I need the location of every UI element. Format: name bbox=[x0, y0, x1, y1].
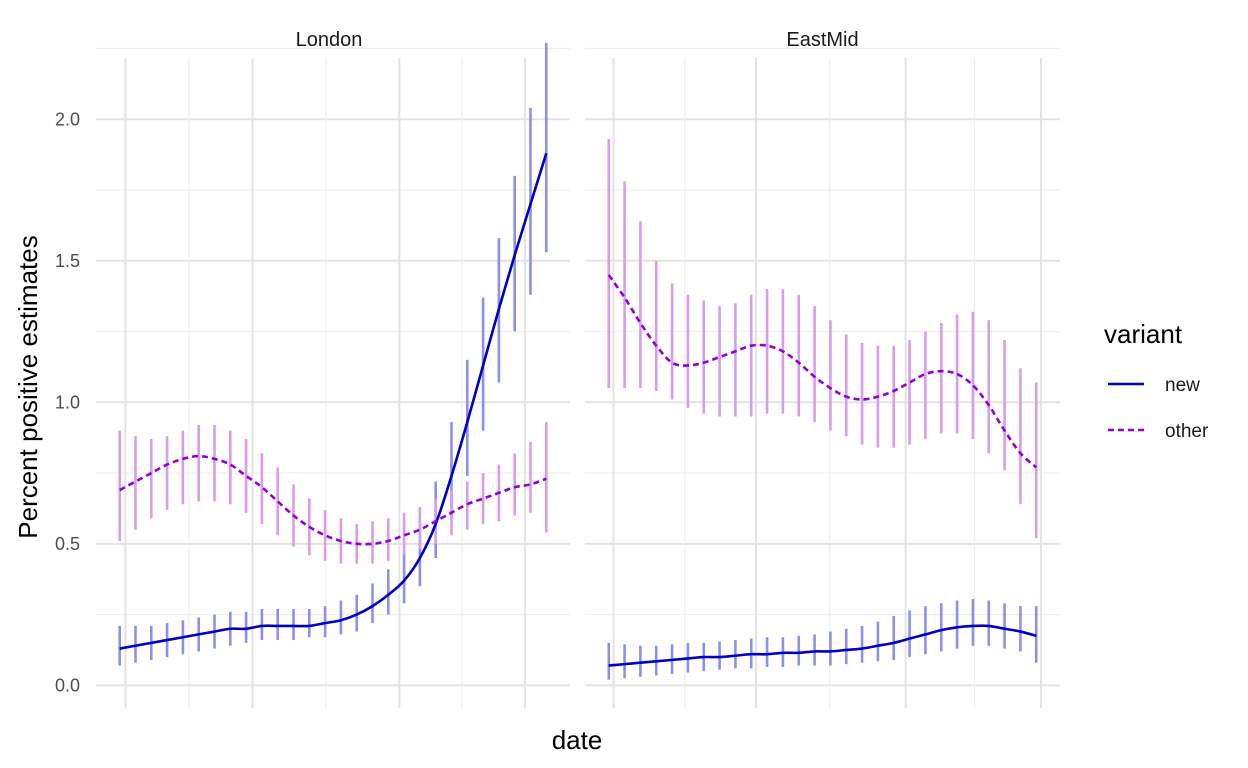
legend-title: variant bbox=[1104, 319, 1183, 349]
series-line-new-london bbox=[119, 152, 548, 650]
series-line-other-eastmid bbox=[607, 274, 1038, 469]
facet-label-london: London bbox=[296, 29, 363, 51]
y-tick-label: 0.5 bbox=[55, 534, 80, 554]
y-tick-label: 2.0 bbox=[55, 109, 80, 129]
y-axis-title: Percent positive estimates bbox=[13, 235, 43, 538]
legend-label-new: new bbox=[1165, 375, 1200, 396]
series-line-new-eastmid bbox=[608, 624, 1037, 667]
x-axis-title: date bbox=[552, 725, 603, 755]
facet-label-eastmid: EastMid bbox=[786, 29, 858, 51]
y-tick-label: 1.5 bbox=[55, 251, 80, 271]
y-tick-label: 1.0 bbox=[55, 392, 80, 412]
y-tick-label: 0.0 bbox=[55, 675, 80, 695]
legend-label-other: other bbox=[1165, 421, 1209, 442]
